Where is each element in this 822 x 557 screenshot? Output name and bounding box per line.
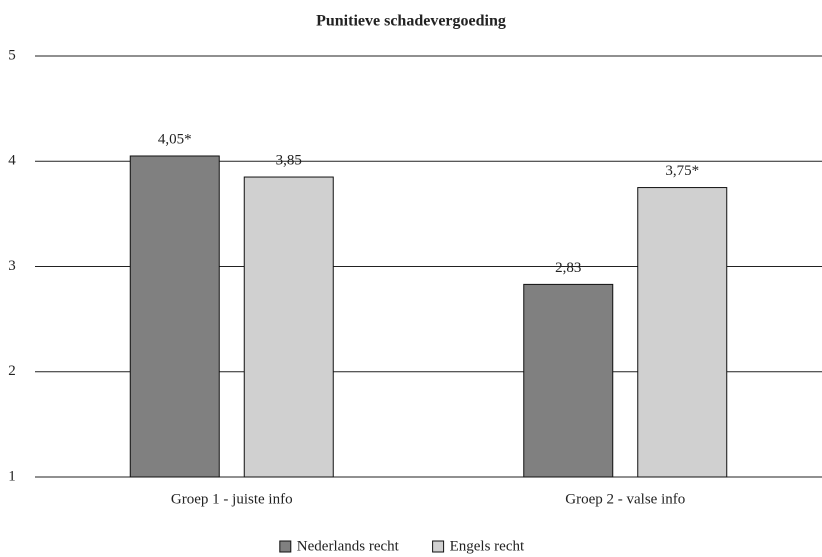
value-label: 3,85	[276, 152, 302, 168]
legend-swatch	[279, 540, 292, 553]
y-tick-label: 5	[8, 47, 16, 63]
y-tick-label: 4	[8, 153, 16, 169]
chart-title: Punitieve schadevergoeding	[316, 13, 506, 30]
y-tick-label: 2	[8, 363, 16, 379]
bar	[129, 155, 220, 478]
value-label: 2,83	[555, 260, 581, 276]
legend-label: Nederlands recht	[297, 538, 400, 554]
legend-label: Engels recht	[450, 538, 525, 554]
x-tick-label: Groep 2 - valse info	[565, 491, 685, 507]
value-label: 3,75*	[665, 163, 699, 179]
bar	[523, 283, 614, 478]
bar	[243, 176, 334, 478]
x-tick-label: Groep 1 - juiste info	[171, 491, 293, 507]
legend-swatch	[432, 540, 445, 553]
bar	[637, 187, 728, 478]
y-tick-label: 3	[8, 258, 16, 274]
y-tick-label: 1	[8, 468, 16, 484]
value-label: 4,05*	[158, 131, 192, 147]
